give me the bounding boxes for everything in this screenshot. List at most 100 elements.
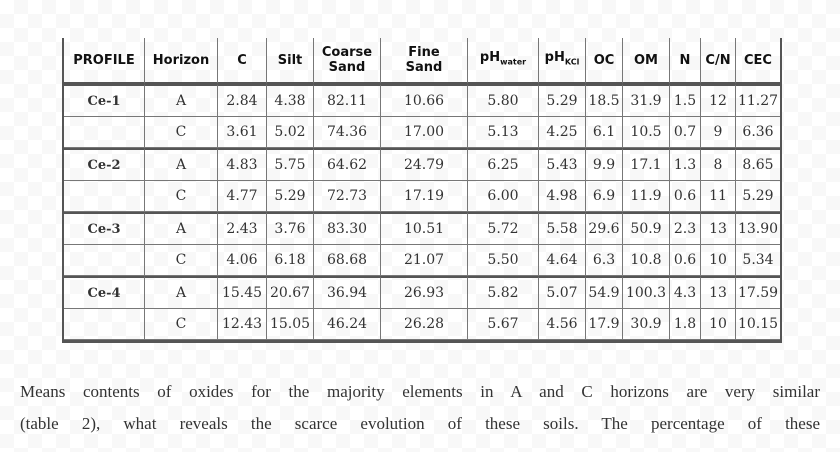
- cell-fine-sand: 26.28: [381, 309, 468, 340]
- cell-cn: 10: [701, 245, 736, 276]
- cell-horizon: A: [145, 84, 218, 117]
- header-fine-sand: Fine Sand: [381, 38, 468, 84]
- cell-n: 1.3: [670, 148, 701, 181]
- cell-coarse-sand: 83.30: [314, 212, 381, 245]
- cell-silt: 3.76: [267, 212, 314, 245]
- cell-c: 12.43: [218, 309, 267, 340]
- cell-om: 17.1: [623, 148, 670, 181]
- cell-silt: 15.05: [267, 309, 314, 340]
- header-om: OM: [623, 38, 670, 84]
- cell-silt: 5.29: [267, 181, 314, 212]
- soil-properties-table: PROFILE Horizon C Silt Coarse Sand Fine …: [62, 38, 782, 343]
- cell-coarse-sand: 64.62: [314, 148, 381, 181]
- cell-cn: 12: [701, 84, 736, 117]
- cell-c: 2.43: [218, 212, 267, 245]
- header-ph-kcl: pHKCl: [539, 38, 586, 84]
- cell-fine-sand: 17.19: [381, 181, 468, 212]
- header-silt: Silt: [267, 38, 314, 84]
- cell-ph-kcl: 4.98: [539, 181, 586, 212]
- cell-fine-sand: 21.07: [381, 245, 468, 276]
- cell-n: 1.8: [670, 309, 701, 340]
- cell-ph-kcl: 5.07: [539, 276, 586, 309]
- table-row: Ce-4 A 15.45 20.67 36.94 26.93 5.82 5.07 54.9 100…: [64, 276, 780, 309]
- cell-ph-water: 5.50: [468, 245, 539, 276]
- cell-profile: Ce-2: [64, 148, 145, 181]
- table-body: Ce-1 A 2.84 4.38 82.11 10.66 5.80 5.29 18.5 31.9 1…: [64, 84, 780, 340]
- cell-n: 2.3: [670, 212, 701, 245]
- cell-profile: Ce-4: [64, 276, 145, 309]
- cell-cec: 5.34: [736, 245, 780, 276]
- cell-horizon: A: [145, 148, 218, 181]
- cell-silt: 5.02: [267, 117, 314, 148]
- cell-coarse-sand: 74.36: [314, 117, 381, 148]
- cell-ph-kcl: 4.25: [539, 117, 586, 148]
- header-coarse-sand: Coarse Sand: [314, 38, 381, 84]
- cell-cec: 17.59: [736, 276, 780, 309]
- cell-silt: 5.75: [267, 148, 314, 181]
- cell-c: 3.61: [218, 117, 267, 148]
- cell-n: 0.6: [670, 181, 701, 212]
- cell-oc: 29.6: [586, 212, 623, 245]
- cell-ph-water: 5.80: [468, 84, 539, 117]
- cell-om: 10.8: [623, 245, 670, 276]
- cell-ph-water: 5.72: [468, 212, 539, 245]
- header-cec: CEC: [736, 38, 780, 84]
- cell-silt: 6.18: [267, 245, 314, 276]
- cell-om: 31.9: [623, 84, 670, 117]
- cell-profile: Ce-1: [64, 84, 145, 117]
- cell-fine-sand: 10.51: [381, 212, 468, 245]
- cell-coarse-sand: 72.73: [314, 181, 381, 212]
- cell-cec: 10.15: [736, 309, 780, 340]
- header-n: N: [670, 38, 701, 84]
- table-row: Ce-3 A 2.43 3.76 83.30 10.51 5.72 5.58 29.6 50.9 2…: [64, 212, 780, 245]
- cell-profile: Ce-3: [64, 212, 145, 245]
- cell-coarse-sand: 36.94: [314, 276, 381, 309]
- cell-silt: 20.67: [267, 276, 314, 309]
- cell-horizon: A: [145, 276, 218, 309]
- cell-horizon: C: [145, 309, 218, 340]
- cell-oc: 18.5: [586, 84, 623, 117]
- cell-ph-water: 5.13: [468, 117, 539, 148]
- paragraph-line-2: (table 2), what reveals the scarce evolu…: [20, 414, 820, 433]
- cell-fine-sand: 10.66: [381, 84, 468, 117]
- cell-c: 4.83: [218, 148, 267, 181]
- body-paragraph: Means contents of oxides for the majorit…: [20, 376, 820, 440]
- cell-ph-kcl: 5.29: [539, 84, 586, 117]
- cell-om: 11.9: [623, 181, 670, 212]
- cell-profile: [64, 245, 145, 276]
- cell-oc: 6.9: [586, 181, 623, 212]
- cell-coarse-sand: 82.11: [314, 84, 381, 117]
- header-profile: PROFILE: [64, 38, 145, 84]
- cell-oc: 6.1: [586, 117, 623, 148]
- header-horizon: Horizon: [145, 38, 218, 84]
- header-c: C: [218, 38, 267, 84]
- cell-ph-kcl: 5.43: [539, 148, 586, 181]
- cell-c: 2.84: [218, 84, 267, 117]
- cell-profile: [64, 309, 145, 340]
- cell-fine-sand: 26.93: [381, 276, 468, 309]
- table-row: Ce-2 A 4.83 5.75 64.62 24.79 6.25 5.43 9.9 17.1 1.…: [64, 148, 780, 181]
- cell-om: 50.9: [623, 212, 670, 245]
- cell-cec: 11.27: [736, 84, 780, 117]
- cell-fine-sand: 24.79: [381, 148, 468, 181]
- cell-cec: 8.65: [736, 148, 780, 181]
- cell-oc: 9.9: [586, 148, 623, 181]
- table-row: C 4.77 5.29 72.73 17.19 6.00 4.98 6.9 11.9 0.6 11 5…: [64, 181, 780, 212]
- cell-c: 15.45: [218, 276, 267, 309]
- cell-cn: 11: [701, 181, 736, 212]
- cell-silt: 4.38: [267, 84, 314, 117]
- cell-cn: 13: [701, 276, 736, 309]
- cell-ph-kcl: 4.56: [539, 309, 586, 340]
- cell-cec: 13.90: [736, 212, 780, 245]
- header-row: PROFILE Horizon C Silt Coarse Sand Fine …: [64, 38, 780, 84]
- cell-cn: 10: [701, 309, 736, 340]
- cell-cn: 8: [701, 148, 736, 181]
- header-cn: C/N: [701, 38, 736, 84]
- cell-cn: 9: [701, 117, 736, 148]
- header-ph-water: pHwater: [468, 38, 539, 84]
- table-row: C 4.06 6.18 68.68 21.07 5.50 4.64 6.3 10.8 0.6 10 5…: [64, 245, 780, 276]
- cell-cec: 5.29: [736, 181, 780, 212]
- cell-ph-water: 6.00: [468, 181, 539, 212]
- cell-ph-kcl: 5.58: [539, 212, 586, 245]
- cell-horizon: C: [145, 181, 218, 212]
